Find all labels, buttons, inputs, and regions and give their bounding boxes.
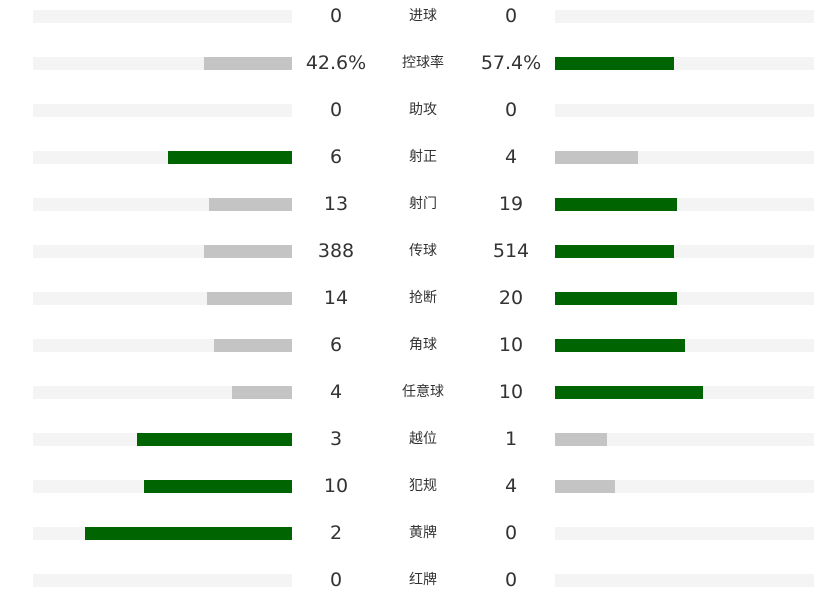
right-value-label: 20 [498, 287, 524, 309]
left-value-label: 4 [329, 381, 343, 403]
right-bar-fill [555, 197, 677, 211]
stat-category-label: 红牌 [409, 572, 437, 588]
left-bar-track [33, 150, 292, 164]
left-value-label: 0 [329, 5, 343, 27]
left-bar-fill [85, 526, 292, 540]
right-value-label: 19 [498, 193, 524, 215]
right-bar-track [555, 385, 814, 399]
stat-category-label: 角球 [409, 337, 437, 353]
stat-category-label: 越位 [409, 431, 437, 447]
left-bar-track [33, 526, 292, 540]
left-bar-fill [214, 338, 292, 352]
right-bar-track [555, 526, 814, 540]
left-bar-fill [137, 432, 292, 446]
left-bar-track [33, 573, 292, 587]
left-value-label: 3 [329, 428, 343, 450]
right-bar-track [555, 150, 814, 164]
left-bar-track [33, 291, 292, 305]
right-value-label: 57.4% [480, 52, 542, 74]
right-bar-fill [555, 244, 674, 258]
left-bar-fill [168, 150, 292, 164]
left-bar-track [33, 432, 292, 446]
right-bar-track [555, 573, 814, 587]
left-bar-track [33, 197, 292, 211]
left-value-label: 0 [329, 99, 343, 121]
right-value-label: 4 [504, 146, 518, 168]
left-bar-fill [204, 244, 292, 258]
right-value-label: 0 [504, 522, 518, 544]
left-value-label: 0 [329, 569, 343, 591]
right-bar-track [555, 9, 814, 23]
right-bar-track [555, 338, 814, 352]
stat-category-label: 控球率 [402, 55, 444, 71]
left-value-label: 6 [329, 334, 343, 356]
left-bar-fill [232, 385, 292, 399]
right-bar-fill [555, 479, 615, 493]
left-bar-fill [209, 197, 292, 211]
right-value-label: 0 [504, 569, 518, 591]
left-value-label: 42.6% [305, 52, 367, 74]
right-value-label: 0 [504, 5, 518, 27]
left-bar-track [33, 244, 292, 258]
stat-category-label: 射正 [409, 149, 437, 165]
right-bar-fill [555, 150, 638, 164]
right-bar-track [555, 103, 814, 117]
left-value-label: 13 [323, 193, 349, 215]
right-value-label: 10 [498, 334, 524, 356]
right-bar-track [555, 432, 814, 446]
right-bar-fill [555, 56, 674, 70]
stat-category-label: 任意球 [402, 384, 444, 400]
left-value-label: 10 [323, 475, 349, 497]
right-value-label: 514 [492, 240, 530, 262]
left-bar-track [33, 9, 292, 23]
left-bar-track [33, 385, 292, 399]
left-bar-fill [144, 479, 292, 493]
right-bar-fill [555, 432, 607, 446]
stat-category-label: 黄牌 [409, 525, 437, 541]
left-bar-track [33, 56, 292, 70]
right-bar-fill [555, 291, 677, 305]
left-value-label: 388 [317, 240, 355, 262]
stat-category-label: 犯规 [409, 478, 437, 494]
right-bar-track [555, 244, 814, 258]
right-bar-track [555, 56, 814, 70]
left-bar-track [33, 338, 292, 352]
left-value-label: 2 [329, 522, 343, 544]
left-bar-track [33, 479, 292, 493]
stat-category-label: 进球 [409, 8, 437, 24]
stat-category-label: 助攻 [409, 102, 437, 118]
right-value-label: 10 [498, 381, 524, 403]
right-bar-fill [555, 385, 703, 399]
right-bar-track [555, 291, 814, 305]
left-bar-track [33, 103, 292, 117]
right-bar-track [555, 479, 814, 493]
right-bar-fill [555, 338, 685, 352]
left-value-label: 6 [329, 146, 343, 168]
left-bar-fill [204, 56, 292, 70]
right-value-label: 0 [504, 99, 518, 121]
right-bar-track [555, 197, 814, 211]
stat-category-label: 抢断 [409, 290, 437, 306]
stat-category-label: 射门 [409, 196, 437, 212]
left-value-label: 14 [323, 287, 349, 309]
left-bar-fill [207, 291, 292, 305]
stat-category-label: 传球 [409, 243, 437, 259]
right-value-label: 1 [504, 428, 518, 450]
right-value-label: 4 [504, 475, 518, 497]
